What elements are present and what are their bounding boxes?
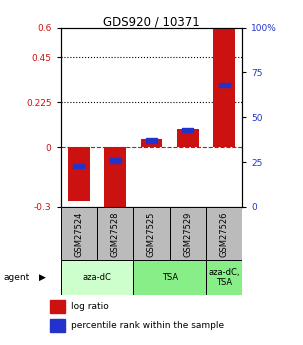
Text: aza-dC: aza-dC bbox=[82, 273, 112, 282]
Text: GDS920 / 10371: GDS920 / 10371 bbox=[103, 16, 200, 29]
Bar bbox=[206, 207, 242, 260]
Text: percentile rank within the sample: percentile rank within the sample bbox=[71, 321, 224, 330]
Bar bbox=[61, 260, 133, 295]
Bar bbox=[133, 260, 206, 295]
Text: GSM27528: GSM27528 bbox=[111, 211, 120, 257]
Text: GSM27526: GSM27526 bbox=[220, 211, 229, 257]
Text: agent: agent bbox=[3, 273, 29, 282]
Bar bbox=[110, 158, 121, 162]
Text: GSM27525: GSM27525 bbox=[147, 211, 156, 257]
Text: GSM27529: GSM27529 bbox=[183, 211, 192, 257]
Text: log ratio: log ratio bbox=[71, 302, 109, 311]
Bar bbox=[73, 164, 84, 168]
Bar bbox=[213, 28, 235, 147]
Text: GSM27524: GSM27524 bbox=[74, 211, 83, 257]
Bar bbox=[141, 139, 162, 147]
Bar bbox=[50, 300, 65, 313]
Bar bbox=[97, 207, 133, 260]
Bar bbox=[133, 207, 170, 260]
Bar bbox=[61, 207, 97, 260]
Bar bbox=[68, 147, 90, 201]
Bar bbox=[177, 129, 199, 147]
Bar bbox=[219, 83, 230, 87]
Bar bbox=[104, 147, 126, 211]
Bar bbox=[206, 260, 242, 295]
Text: ▶: ▶ bbox=[39, 273, 46, 282]
Bar bbox=[50, 319, 65, 332]
Bar bbox=[170, 207, 206, 260]
Text: aza-dC,
TSA: aza-dC, TSA bbox=[208, 268, 240, 287]
Bar bbox=[146, 138, 157, 143]
Bar bbox=[182, 128, 193, 132]
Text: TSA: TSA bbox=[161, 273, 178, 282]
